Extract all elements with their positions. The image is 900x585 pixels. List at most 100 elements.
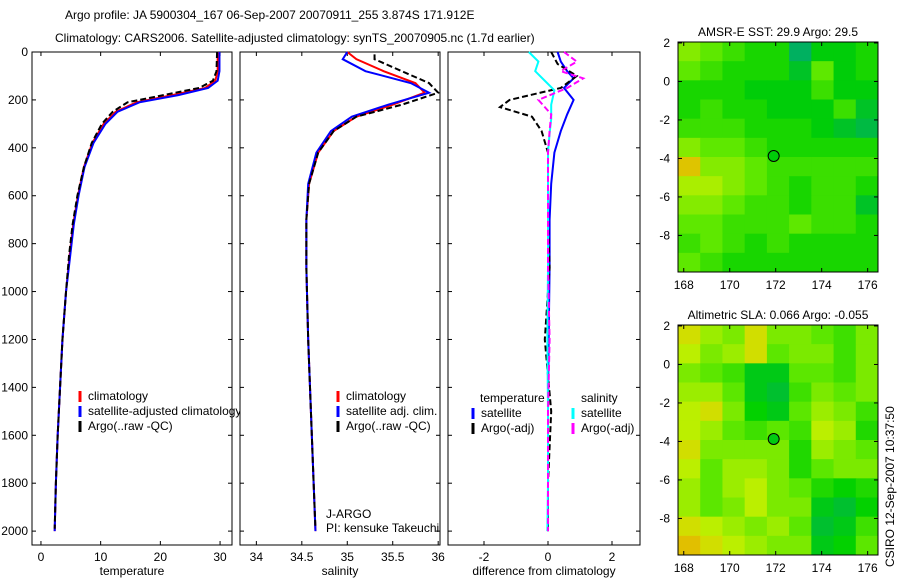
x-tick-label: 34.5 — [290, 550, 314, 564]
heatmap-cell — [766, 497, 790, 518]
heatmap-cell — [678, 325, 701, 345]
heatmap-cell — [811, 344, 835, 364]
heatmap-cell — [700, 214, 723, 235]
heatmap-cell — [789, 325, 812, 345]
panel-5: Altimetric SLA: 0.066 Argo: -0.055 168 170… — [659, 308, 879, 575]
heatmap-cell — [833, 118, 857, 139]
y-tick-label: -6 — [659, 190, 670, 204]
x-tick-label: 0 — [38, 550, 45, 564]
heatmap-cell — [700, 233, 723, 254]
y-tick-label: 0 — [21, 45, 28, 59]
heatmap-cell — [722, 157, 746, 177]
y-tick-label: 200 — [8, 93, 28, 107]
heatmap-cell — [722, 401, 746, 422]
heatmap-cell — [833, 176, 857, 196]
heatmap-cell — [855, 195, 879, 215]
heatmap-cell — [678, 42, 701, 62]
heatmap-cell — [789, 420, 812, 441]
heatmap-cell — [678, 420, 701, 441]
map-frame — [677, 41, 879, 273]
heatmap-cell — [855, 176, 879, 196]
series-line-argo-raw-qc- — [305, 54, 440, 529]
heatmap-cell — [722, 252, 746, 273]
legend-label: Argo(..raw -QC) — [88, 419, 173, 433]
heatmap-cell — [700, 382, 723, 403]
heatmap-cell — [855, 61, 879, 81]
heatmap-cell — [833, 157, 857, 177]
heatmap-cell — [789, 344, 812, 364]
heatmap-cell — [789, 176, 812, 196]
heatmap-cell — [700, 195, 723, 215]
heatmap-cell — [744, 195, 768, 215]
heatmap-cell — [678, 440, 701, 460]
heatmap-cell — [722, 535, 746, 556]
map-title: Altimetric SLA: 0.066 Argo: -0.055 — [688, 308, 869, 322]
heatmap-cell — [744, 137, 768, 158]
heatmap-cell — [811, 252, 835, 273]
title-line-2: Climatology: CARS2006. Satellite-adjuste… — [55, 31, 535, 45]
heatmap-cell — [766, 118, 790, 139]
heatmap-cell — [811, 157, 835, 177]
y-tick-label: -4 — [659, 151, 670, 165]
y-tick-label: 1800 — [1, 476, 28, 490]
heatmap-cell — [700, 42, 723, 62]
panel-4: AMSR-E SST: 29.9 Argo: 29.5 168 170 172 174 1… — [659, 25, 879, 292]
heatmap-cell — [811, 195, 835, 215]
heatmap-cell — [833, 99, 857, 120]
heatmap-cell — [766, 42, 790, 62]
heatmap-cell — [744, 516, 768, 537]
heatmap-cell — [700, 497, 723, 518]
argo-location-marker — [767, 150, 780, 163]
heatmap-cell — [855, 118, 879, 139]
x-axis-label: temperature — [100, 564, 165, 578]
heatmap-cell — [789, 195, 812, 215]
heatmap-cell — [789, 61, 812, 81]
x-tick-label: 10 — [94, 550, 108, 564]
heatmap-cell — [789, 401, 812, 422]
heatmap-cell — [744, 157, 768, 177]
heatmap-cell — [789, 252, 812, 273]
heatmap-cell — [789, 459, 812, 479]
y-tick-label: 1400 — [1, 380, 28, 394]
heatmap-cell — [811, 459, 835, 479]
heatmap-cell — [678, 157, 701, 177]
heatmap-cell — [700, 440, 723, 460]
heatmap-cell — [678, 195, 701, 215]
heatmap-cell — [833, 535, 857, 556]
heatmap-cell — [811, 214, 835, 235]
legend-label: satellite-adjusted climatology — [88, 404, 241, 418]
heatmap-cell — [833, 363, 857, 383]
heatmap-cell — [700, 363, 723, 383]
heatmap-cell — [700, 118, 723, 139]
heatmap-cell — [833, 252, 857, 273]
y-tick-label: 2000 — [1, 524, 28, 538]
side-label: CSIRO 12-Sep-2007 10:37:50 — [883, 406, 897, 567]
heatmap-cell — [744, 478, 768, 498]
y-tick-label: -4 — [659, 434, 670, 448]
heatmap-cell — [744, 382, 768, 403]
heatmap-cell — [811, 176, 835, 196]
heatmap-cell — [678, 233, 701, 254]
x-tick-label: 170 — [720, 278, 740, 292]
heatmap-cell — [744, 497, 768, 518]
heatmap-cell — [855, 252, 879, 273]
y-tick-label: 400 — [8, 141, 28, 155]
heatmap-cell — [789, 137, 812, 158]
heatmap-cell — [700, 252, 723, 273]
heatmap-cell — [744, 118, 768, 139]
heatmap-cell — [766, 440, 790, 460]
heatmap-cell — [722, 363, 746, 383]
heatmap-cell — [811, 325, 835, 345]
argo-location-marker — [767, 433, 780, 446]
y-tick-label: 2 — [663, 319, 670, 333]
heatmap-cell — [855, 497, 879, 518]
x-tick-label: 20 — [154, 550, 168, 564]
heatmap-cell — [811, 382, 835, 403]
heatmap-cell — [855, 535, 879, 556]
heatmap-cell — [744, 401, 768, 422]
heatmap-cell — [700, 459, 723, 479]
heatmap-cell — [722, 137, 746, 158]
legend-label: climatology — [346, 389, 406, 403]
heatmap-cell — [789, 516, 812, 537]
